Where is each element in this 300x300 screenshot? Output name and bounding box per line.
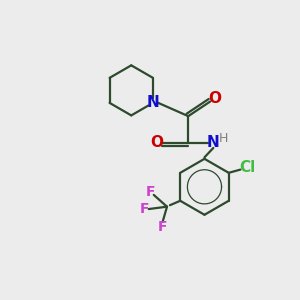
Text: N: N <box>207 135 220 150</box>
Text: F: F <box>139 202 149 216</box>
Text: H: H <box>219 132 228 145</box>
Text: N: N <box>147 95 159 110</box>
Text: O: O <box>150 135 163 150</box>
Text: Cl: Cl <box>239 160 255 175</box>
Text: F: F <box>158 220 167 234</box>
Text: F: F <box>146 185 156 199</box>
Text: O: O <box>208 91 221 106</box>
